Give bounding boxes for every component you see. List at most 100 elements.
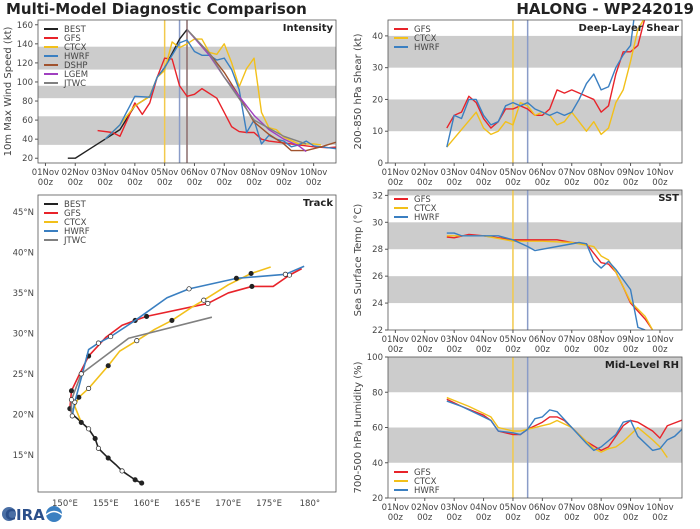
legend-label: CTCX [414, 34, 437, 44]
x-tick-label: 09Nov 00z [617, 503, 644, 523]
tick-hour: 00z [564, 345, 580, 355]
tick-hour: 00z [594, 513, 610, 523]
x-tick-label: 180° [300, 499, 320, 509]
x-tick-label: 02Nov 00z [411, 503, 438, 523]
tick-day: 05Nov [499, 335, 526, 345]
tick-day: 01Nov [382, 168, 409, 178]
track-marker [233, 275, 239, 281]
x-tick-label: 01Nov 00z [382, 168, 409, 188]
tick-day: 01Nov [32, 168, 59, 178]
y-tick-label: 30 [372, 218, 383, 228]
track-marker [95, 445, 101, 451]
track-marker [169, 317, 175, 323]
series-line-ctcx [446, 235, 654, 330]
track-marker [132, 477, 138, 483]
track-marker [69, 413, 75, 419]
y-tick-label: 45°N [13, 208, 34, 218]
x-tick-label: 03Nov 00z [91, 168, 118, 188]
tick-day: 03Nov [440, 335, 467, 345]
x-tick-label: 155°E [93, 499, 119, 509]
track-marker [78, 371, 84, 377]
track-marker [134, 338, 140, 344]
x-tick-label: 09Nov 00z [617, 168, 644, 188]
x-tick-label: 08Nov 00z [587, 503, 614, 523]
x-tick-label: 05Nov 00z [151, 168, 178, 188]
y-tick-label: 120 [17, 59, 33, 69]
tick-hour: 00z [157, 178, 173, 188]
tick-day: 08Nov [240, 168, 267, 178]
y-tick-label: 160 [17, 21, 33, 31]
x-tick-label: 160°E [134, 499, 160, 509]
y-tick-label: 28 [372, 245, 383, 255]
legend-label: CTCX [414, 477, 437, 487]
tick-day: 04Nov [470, 335, 497, 345]
series-line-ctcx [446, 20, 645, 148]
shaded-band [388, 276, 682, 304]
series-line-hwrf [104, 39, 336, 150]
tick-hour: 00z [505, 345, 521, 355]
plot-area [67, 265, 305, 486]
track-marker [248, 270, 254, 277]
tick-day: 03Nov [91, 168, 118, 178]
y-tick-label: 60 [22, 116, 33, 126]
tick-day: 07Nov [558, 168, 585, 178]
track-marker [68, 397, 75, 403]
series-line-dshp [186, 29, 336, 152]
legend-label: HWRF [414, 43, 440, 53]
track-marker [95, 340, 101, 346]
y-tick-label: 32 [372, 191, 383, 201]
tick-hour: 00z [535, 513, 551, 523]
track-marker [282, 271, 288, 277]
tick-hour: 00z [276, 178, 292, 188]
y-tick-label: 80 [372, 388, 383, 398]
tick-day: 05Nov [151, 168, 178, 178]
panel-title: Mid-Level RH [605, 360, 679, 371]
y-tick-label: 20°N [13, 410, 34, 420]
legend-label: HWRF [64, 227, 90, 237]
x-tick-label: 05Nov 00z [499, 335, 526, 355]
logo-text: CIRA [5, 506, 45, 524]
tick-day: 07Nov [211, 168, 238, 178]
x-tick-label: 01Nov 00z [32, 168, 59, 188]
x-tick-label: 04Nov 00z [470, 503, 497, 523]
x-tick-label: 01Nov 00z [382, 503, 409, 523]
series-line-hwrf [71, 265, 305, 417]
tick-hour: 00z [246, 178, 262, 188]
tick-day: 06Nov [529, 335, 556, 345]
plot-frame [37, 19, 337, 164]
tick-hour: 00z [505, 513, 521, 523]
x-tick-label: 09Nov 00z [270, 168, 297, 188]
x-tick-label: 08Nov 00z [587, 168, 614, 188]
tick-day: 06Nov [181, 168, 208, 178]
track-marker [68, 388, 75, 394]
x-tick-label: 10Nov 00z [300, 168, 327, 188]
panel-title: Intensity [283, 23, 334, 34]
tick-day: 05Nov [499, 503, 526, 513]
tick-hour: 00z [623, 513, 639, 523]
storm-title: HALONG - WP242019 [516, 0, 694, 18]
x-tick-label: 08Nov 00z [240, 168, 267, 188]
x-tick-label: 05Nov 00z [499, 503, 526, 523]
x-tick-label: 06Nov 00z [529, 503, 556, 523]
tick-day: 04Nov [470, 168, 497, 178]
x-tick-label: 02Nov 00z [62, 168, 89, 188]
tick-hour: 00z [505, 178, 521, 188]
tick-hour: 00z [447, 178, 463, 188]
plot-area [38, 20, 336, 163]
plot-area [388, 357, 682, 498]
tick-day: 04Nov [470, 503, 497, 513]
tick-hour: 00z [594, 178, 610, 188]
track-marker [201, 297, 207, 303]
y-tick-label: 20 [372, 494, 383, 504]
x-tick-label: 03Nov 00z [440, 503, 467, 523]
plot-frame [37, 194, 337, 493]
plot-area [388, 190, 682, 330]
tick-hour: 00z [187, 178, 203, 188]
x-tick-label: 10Nov 00z [646, 335, 673, 355]
tick-day: 07Nov [558, 335, 585, 345]
